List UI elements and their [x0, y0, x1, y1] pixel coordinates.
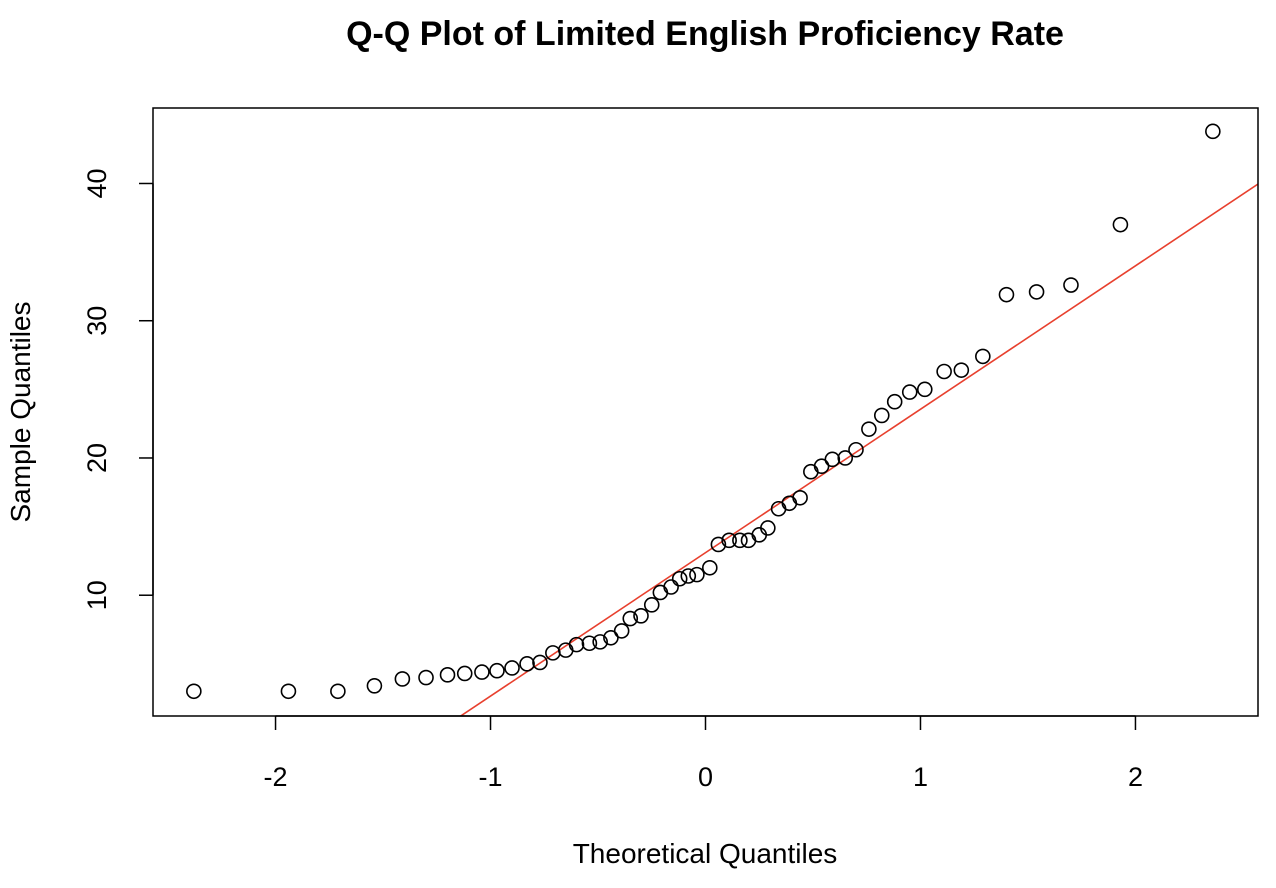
data-point: [663, 579, 679, 595]
data-point: [680, 568, 697, 584]
data-point: [936, 363, 952, 380]
reference-line: [459, 183, 1258, 716]
data-point: [613, 623, 630, 639]
data-point: [975, 348, 991, 365]
data-point: [873, 407, 890, 424]
data-point: [701, 559, 718, 576]
data-point: [568, 636, 585, 653]
x-tick-label: 0: [698, 762, 713, 792]
data-point: [848, 441, 864, 458]
data-point: [998, 286, 1015, 303]
chart-title: Q-Q Plot of Limited English Proficiency …: [346, 15, 1064, 53]
y-tick-label: 20: [82, 443, 112, 473]
x-tick-label: 1: [913, 762, 928, 792]
data-point: [732, 532, 748, 549]
data-point: [652, 584, 669, 601]
data-point: [532, 654, 548, 671]
data-point: [489, 662, 505, 679]
data-point: [916, 381, 933, 398]
data-point: [504, 660, 520, 676]
data-point: [689, 566, 705, 583]
x-tick-label: -1: [479, 762, 503, 792]
data-point: [280, 683, 297, 700]
data-point: [519, 656, 535, 672]
data-point: [710, 536, 727, 553]
data-point: [824, 451, 841, 468]
data-point: [1205, 123, 1221, 140]
data-point: [186, 683, 202, 700]
data-point: [394, 671, 411, 687]
data-point: [886, 393, 903, 410]
plot-frame: [152, 107, 1259, 717]
data-point: [545, 645, 561, 661]
data-point: [474, 664, 490, 680]
x-tick-label: -2: [264, 762, 288, 792]
data-point: [901, 384, 918, 400]
data-point: [592, 634, 608, 650]
data-point: [861, 421, 877, 437]
x-tick-label: 2: [1128, 762, 1143, 792]
x-axis-label: Theoretical Quantiles: [573, 838, 838, 869]
data-point: [781, 495, 798, 512]
data-point: [1063, 277, 1079, 293]
y-axis-label: Sample Quantiles: [5, 301, 36, 522]
data-point: [581, 635, 598, 652]
data-point: [439, 667, 456, 683]
data-point: [837, 450, 854, 466]
y-axis: 10 20 30 40: [82, 168, 154, 610]
data-point: [633, 608, 649, 624]
data-point: [1112, 216, 1129, 233]
data-point: [803, 463, 819, 480]
data-point: [740, 532, 757, 549]
y-tick-label: 40: [82, 168, 112, 198]
data-point: [366, 678, 383, 694]
data-point: [721, 532, 737, 549]
data-point: [622, 610, 639, 627]
data-point: [760, 520, 776, 536]
data-point: [953, 362, 970, 378]
y-tick-label: 30: [82, 306, 112, 336]
data-point: [1028, 284, 1045, 300]
plot-area: [186, 123, 1258, 716]
data-point: [671, 570, 688, 587]
data-point: [643, 597, 660, 613]
data-point: [792, 489, 808, 506]
data-point: [456, 665, 473, 682]
x-axis: -2 -1 0 1 2: [264, 715, 1143, 792]
data-point: [603, 629, 619, 646]
data-point: [330, 683, 346, 700]
data-point: [813, 458, 830, 475]
data-point: [418, 669, 434, 686]
y-tick-label: 10: [82, 580, 112, 610]
